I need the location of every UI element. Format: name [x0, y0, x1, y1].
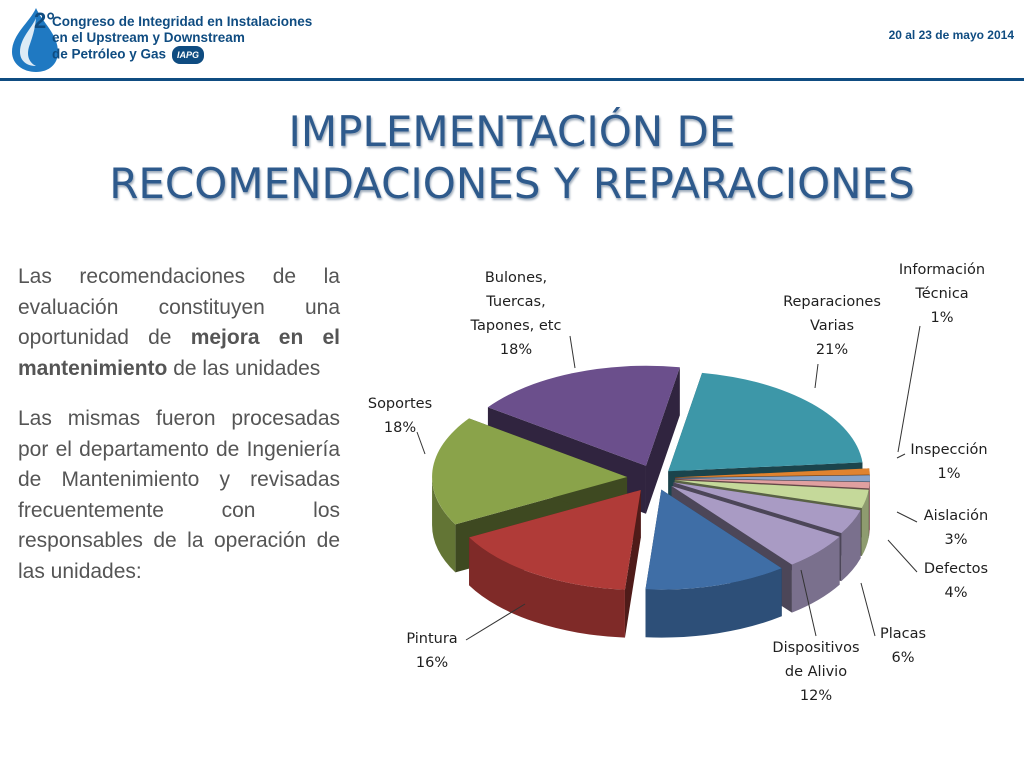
leader-line: [896, 453, 906, 459]
slice-label: Defectos 4%: [924, 561, 988, 601]
header-divider: [0, 78, 1024, 81]
slice-outer-wall: [469, 537, 625, 638]
slice-side-wall: [645, 367, 680, 514]
slice-top: [674, 475, 870, 482]
leader-line: [860, 582, 876, 637]
slice-label: Aislación 3%: [924, 508, 988, 548]
slice-top: [432, 418, 628, 525]
leader-lines: [416, 325, 921, 641]
slice-top: [487, 365, 680, 466]
slice-outer-wall: [869, 482, 870, 537]
leader-line: [800, 569, 817, 637]
logo-text: Congreso de Integridad en Instalaciones …: [52, 14, 312, 64]
slice-labels: Reparaciones Varias 21% Información Técnica 1…: [368, 262, 988, 704]
slice-outer-wall: [791, 536, 840, 613]
event-date: 20 al 23 de mayo 2014: [888, 28, 1014, 42]
logo-line-2: en el Upstream y Downstream: [52, 30, 245, 45]
slice-outer-wall: [861, 489, 869, 557]
slice-label: Información Técnica 1%: [899, 262, 985, 326]
slice-top: [673, 482, 861, 534]
iapg-badge: IAPG: [172, 46, 205, 64]
slice-label: Reparaciones Varias 21%: [783, 294, 881, 358]
logo-line-1: Congreso de Integridad en Instalaciones: [52, 14, 313, 29]
slice-top: [645, 489, 782, 590]
paragraph-2: Las mismas fueron procesadas por el depa…: [18, 407, 340, 583]
slice-outer-wall: [645, 568, 782, 638]
slice-outer-wall: [841, 510, 861, 582]
slice-label: Pintura 16%: [406, 631, 457, 671]
leader-line: [465, 603, 526, 641]
slice-label: Bulones, Tuercas, Tapones, etc 18%: [470, 270, 562, 358]
slice-top: [674, 468, 870, 478]
slice-outer-wall: [432, 476, 456, 573]
pie-chart: Reparaciones Varias 21% Información Técnica 1…: [368, 262, 988, 704]
paragraph-1: Las recomendaciones de la evaluación con…: [18, 262, 340, 384]
slice-top: [469, 489, 641, 590]
title-line-2: RECOMENDACIONES Y REPARACIONES: [109, 159, 915, 208]
slice-label: Soportes 18%: [368, 396, 432, 436]
slice-top: [671, 485, 840, 565]
leader-line: [897, 325, 921, 453]
paragraph-1-bold: mejora en el mantenimiento: [18, 326, 340, 380]
slice-dispositivos-de-alivio: [645, 489, 782, 638]
slice-label: Dispositivos de Alivio 12%: [772, 640, 859, 704]
pie-slices: [432, 365, 870, 638]
slice-top: [668, 372, 863, 472]
slice-top: [674, 480, 869, 509]
logo-line-3: de Petróleo y Gas: [52, 46, 167, 62]
slice-label: Inspección 1%: [910, 442, 987, 482]
body-text: Las recomendaciones de la evaluación con…: [18, 262, 340, 607]
leader-line: [569, 335, 576, 369]
leader-line: [896, 511, 918, 523]
leader-line: [416, 431, 426, 455]
slice-label: Placas 6%: [880, 626, 926, 666]
header: 2° Congreso de Integridad en Instalacion…: [0, 0, 1024, 81]
title-line-1: IMPLEMENTACIÓN DE: [288, 107, 736, 156]
logo-number: 2°: [34, 8, 55, 33]
leader-line: [887, 539, 918, 573]
slice-pintura: [469, 489, 641, 638]
paragraph-1-end: de las unidades: [167, 356, 321, 380]
leader-line: [814, 363, 819, 389]
slide-title: IMPLEMENTACIÓN DE RECOMENDACIONES Y REPA…: [0, 106, 1024, 210]
slice-top: [674, 478, 870, 489]
congress-logo-icon: 2°: [12, 8, 58, 72]
paragraph-1-start: Las recomendaciones de la evaluación con…: [18, 265, 340, 349]
